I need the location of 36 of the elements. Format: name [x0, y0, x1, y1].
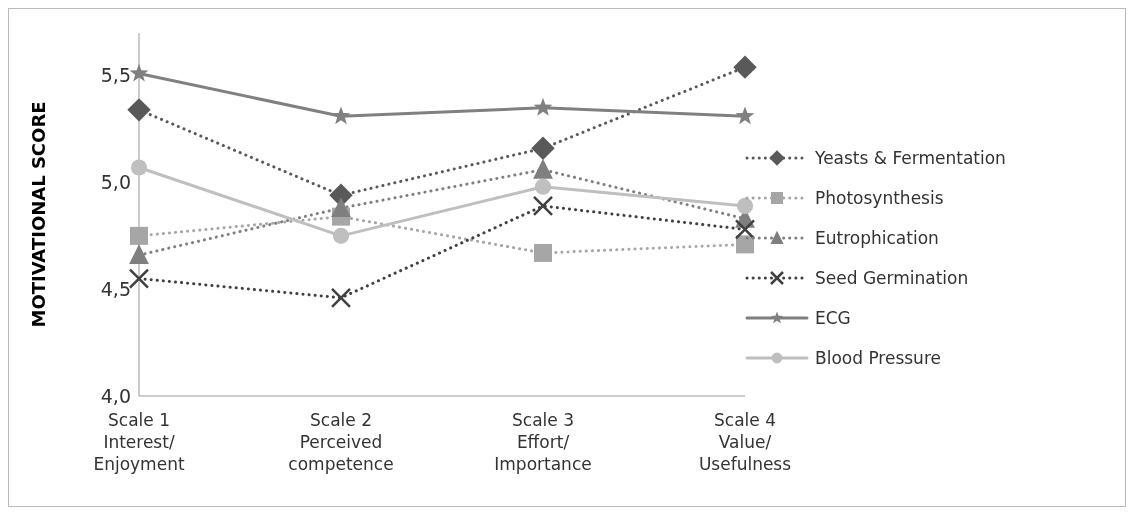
- y-tick-label: 4,5: [100, 277, 131, 300]
- y-tick-label: 5,0: [100, 171, 131, 194]
- point: [531, 136, 555, 161]
- y-tick-label: 4,0: [100, 384, 131, 407]
- point: [533, 158, 553, 179]
- point: [734, 219, 756, 240]
- legend-label: ECG: [815, 307, 851, 328]
- point: [331, 197, 351, 218]
- point: [332, 227, 350, 244]
- point: [130, 226, 148, 245]
- point: [129, 63, 149, 82]
- legend-label: Eutrophication: [815, 227, 939, 248]
- point: [736, 235, 754, 254]
- point: [127, 98, 151, 122]
- y-tick-label: 5,5: [100, 64, 131, 87]
- x-tick-label: Scale 1 Interest/ Enjoyment: [93, 410, 185, 474]
- x-tick-label: Scale 4 Value/ Usefulness: [698, 410, 792, 474]
- point: [532, 195, 554, 217]
- point: [331, 106, 351, 125]
- x-tick-label: Scale 2 Perceived competence: [288, 410, 394, 474]
- legend-label: Seed Germination: [815, 267, 969, 288]
- point: [733, 55, 757, 79]
- point: [735, 106, 755, 125]
- y-axis-title: MOTIVATIONAL SCORE: [28, 101, 50, 328]
- point: [736, 197, 754, 215]
- point: [534, 178, 552, 195]
- point: [128, 268, 150, 289]
- point: [534, 243, 552, 262]
- point: [130, 159, 148, 176]
- legend-label: Photosynthesis: [815, 187, 944, 208]
- legend-label: Blood Pressure: [815, 347, 941, 368]
- legend-label: Yeasts & Fermentation: [815, 147, 1006, 168]
- point: [533, 97, 553, 116]
- point: [330, 287, 352, 309]
- point: [129, 244, 149, 265]
- x-tick-label: Scale 3 Effort/ Importance: [494, 410, 592, 474]
